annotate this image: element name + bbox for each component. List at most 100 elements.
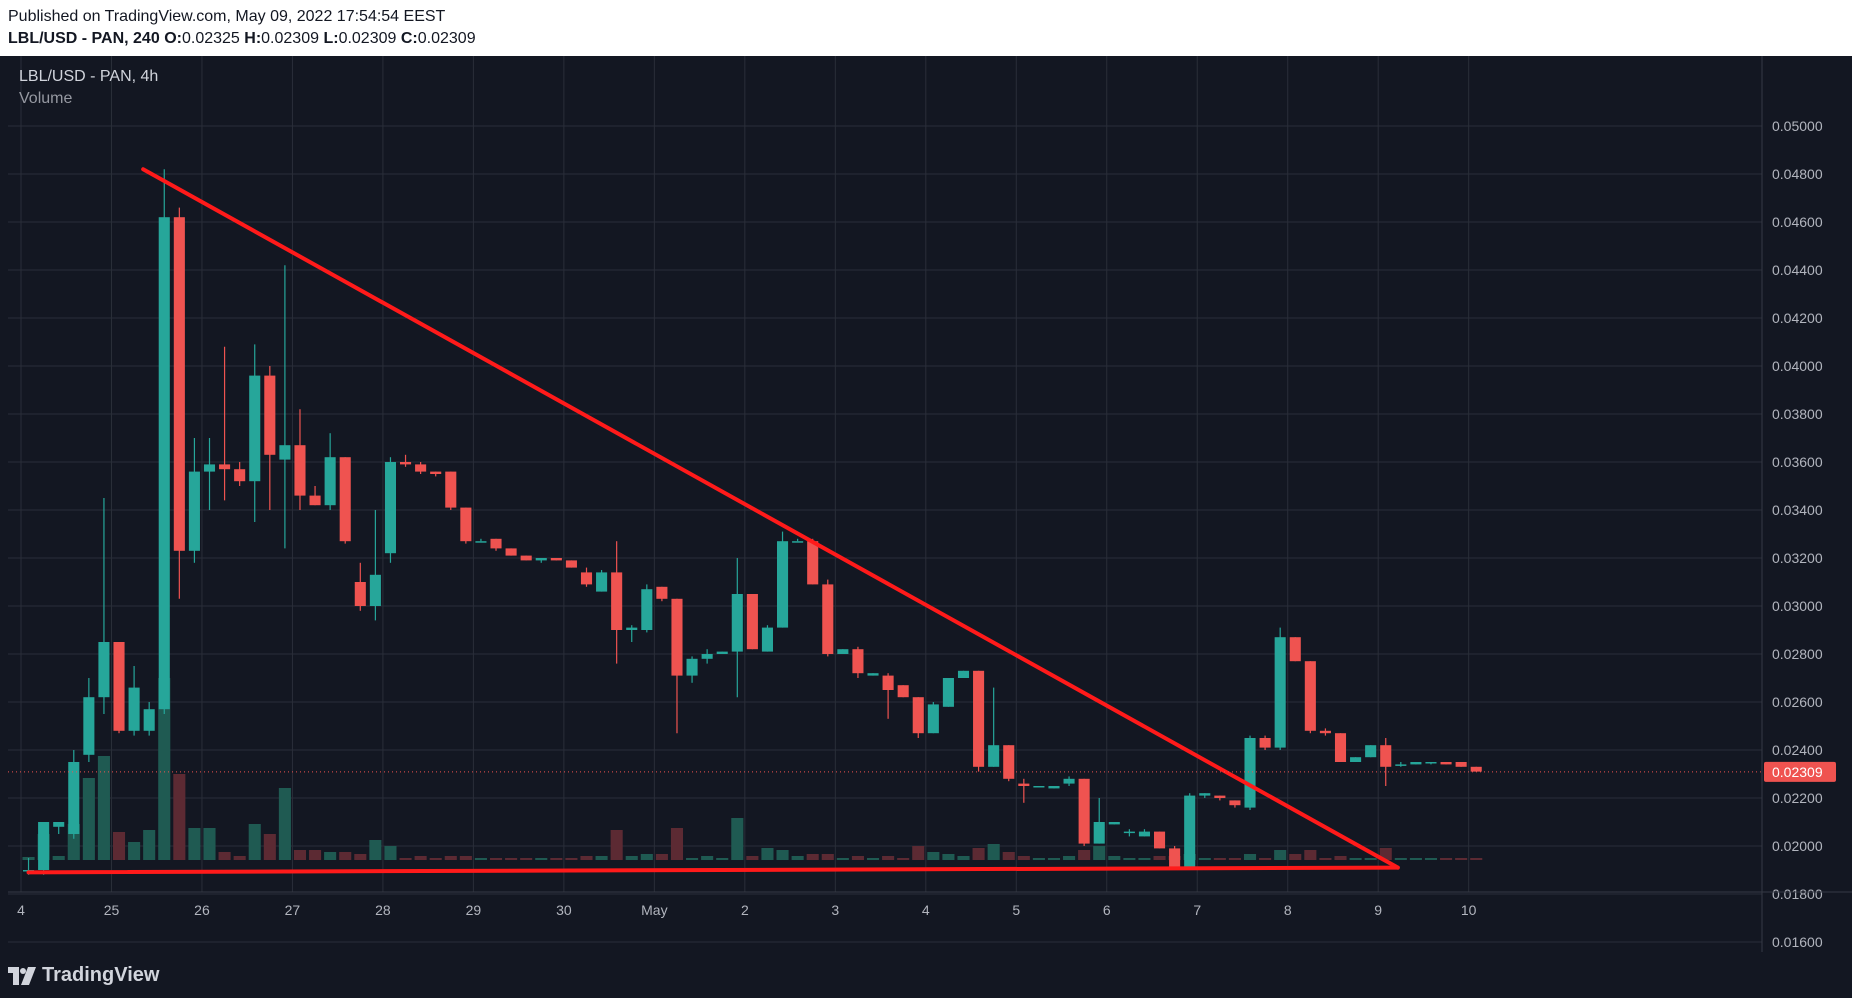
time-tick-label: 27 — [285, 902, 301, 918]
volume-bar — [339, 852, 352, 860]
candle-body — [324, 457, 336, 506]
volume-bar — [972, 848, 985, 860]
volume-bar — [701, 856, 714, 860]
candle-body — [822, 584, 834, 654]
volume-bar — [1455, 858, 1468, 860]
volume-bar — [505, 858, 518, 860]
price-tick-label: 0.04200 — [1772, 310, 1823, 326]
chart-panel[interactable]: 0.02309 0.01600 0.01800 0.02000 0.02200 0.02… — [0, 56, 1852, 952]
candle-body — [1018, 783, 1030, 786]
volume-bar — [444, 856, 457, 860]
time-tick-label: 4 — [17, 902, 25, 918]
volume-bar — [776, 850, 789, 860]
candle-body — [400, 462, 412, 465]
low-label: L: — [323, 30, 339, 47]
candle-body — [384, 462, 396, 554]
candle-body — [1078, 778, 1090, 844]
volume-bar — [1063, 856, 1076, 860]
time-tick-label: 8 — [1284, 902, 1292, 918]
candle-body — [1244, 738, 1256, 808]
volume-bar — [1334, 856, 1347, 860]
ohlc-line: LBL/USD - PAN, 240 O:0.02325 H:0.02309 L… — [8, 30, 476, 48]
volume-bar — [173, 774, 186, 860]
volume-bar — [354, 854, 367, 860]
time-tick-label: 4 — [922, 902, 930, 918]
candle-body — [580, 572, 593, 585]
volume-bar — [1093, 846, 1106, 860]
price-tick-label: 0.04000 — [1772, 358, 1823, 374]
volume-bar — [866, 858, 880, 860]
volume-bar — [1424, 858, 1438, 860]
candle-body — [837, 649, 849, 654]
published-timestamp: Published on TradingView.com, May 09, 20… — [8, 8, 446, 25]
volume-bar — [218, 852, 231, 860]
high-label: H: — [244, 30, 262, 47]
volume-bar — [429, 858, 442, 860]
candle-body — [565, 560, 577, 568]
candle-body — [1319, 730, 1331, 734]
candle-body — [1123, 831, 1135, 834]
volume-bar — [821, 854, 834, 860]
volume-bar — [1274, 850, 1287, 860]
candle-body — [1063, 778, 1075, 784]
candle-body — [188, 471, 200, 551]
candle-body — [264, 375, 276, 455]
volume-bar — [610, 830, 623, 860]
volume-bar — [580, 856, 593, 860]
time-tick-label: 25 — [104, 902, 120, 918]
candle-body — [1425, 762, 1437, 764]
price-tick-label: 0.04800 — [1772, 166, 1823, 182]
price-tick-label: 0.01800 — [1772, 886, 1823, 902]
candle-body — [460, 507, 472, 542]
volume-bar — [791, 856, 804, 860]
candle-body — [1138, 831, 1150, 837]
candle-body — [1289, 637, 1301, 662]
candle-body — [475, 541, 487, 543]
trendline-layer — [26, 167, 1400, 875]
candle-body — [354, 582, 366, 606]
candle-body — [761, 627, 773, 652]
candle-body — [1003, 745, 1015, 779]
candle-body — [701, 654, 713, 659]
candle-body — [626, 627, 638, 630]
volume-bar — [1259, 858, 1272, 860]
candle-body — [807, 541, 819, 585]
time-tick-label: 26 — [194, 902, 210, 918]
candle-body — [249, 375, 261, 482]
brand-text: TradingView — [42, 964, 160, 986]
tradingview-brand[interactable]: TradingView — [8, 964, 159, 987]
candle-body — [173, 217, 185, 551]
close-label: C: — [400, 30, 418, 47]
time-tick-label: 2 — [741, 902, 749, 918]
volume-bar — [640, 854, 653, 860]
candle-body — [505, 548, 517, 556]
candle-body — [731, 594, 743, 652]
candle-layer — [23, 169, 1482, 875]
volume-bar — [309, 850, 322, 860]
candle-body — [1154, 831, 1166, 849]
candle-body — [38, 822, 50, 870]
candle-body — [1455, 762, 1467, 767]
price-tick-label: 0.03400 — [1772, 502, 1823, 518]
time-tick-label: May — [641, 902, 667, 918]
volume-bar — [1002, 852, 1015, 860]
volume-bar — [746, 856, 759, 860]
candle-body — [686, 658, 698, 676]
candle-body — [1350, 757, 1362, 762]
volume-bar — [1213, 858, 1226, 860]
candle-body — [988, 745, 1000, 767]
high-value: 0.02309 — [261, 30, 319, 47]
volume-bar — [1470, 858, 1483, 860]
volume-bar — [535, 858, 548, 860]
volume-bar — [1123, 858, 1136, 860]
price-axis: 0.01600 0.01800 0.02000 0.02200 0.02400 0.026… — [1761, 56, 1823, 952]
time-tick-label: 29 — [466, 902, 482, 918]
volume-bar — [731, 818, 744, 860]
volume-bar — [1017, 856, 1030, 860]
volume-bar — [550, 858, 563, 860]
price-chart[interactable]: 0.02309 0.01600 0.01800 0.02000 0.02200 0.02… — [0, 56, 1852, 952]
volume-bar — [716, 858, 729, 860]
volume-bar — [459, 856, 472, 860]
candle-body — [1108, 822, 1120, 825]
candle-body — [611, 572, 623, 630]
